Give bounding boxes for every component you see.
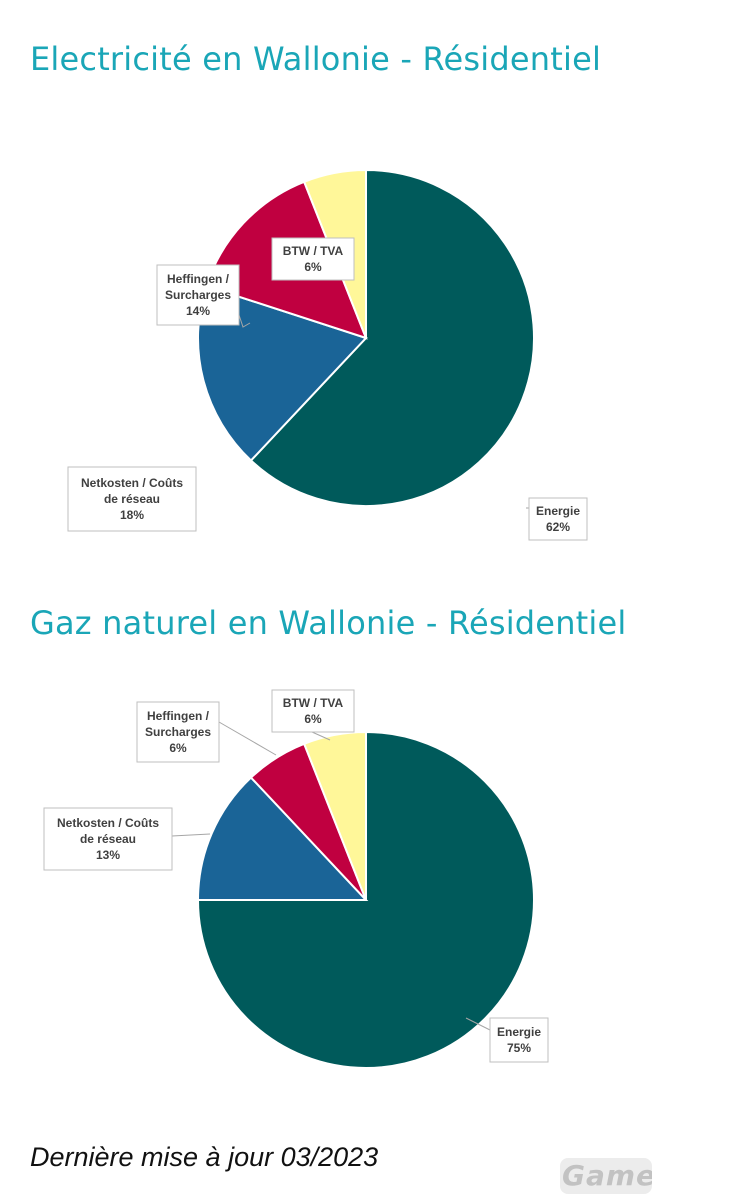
pie-slice-gas-energie — [196, 730, 535, 1069]
data-label-box-electricity-energie — [528, 497, 588, 541]
data-label-text-gas-netkosten: Netkosten / Coûts — [57, 816, 159, 830]
data-value-electricity-heffingen: 14% — [186, 304, 210, 318]
data-label-box-electricity-netkosten — [67, 466, 197, 532]
leader-line-gas-netkosten — [171, 833, 211, 837]
data-label-text-gas-energie: Energie — [497, 1025, 541, 1039]
watermark-logo: GamerZ — [560, 1158, 652, 1194]
data-label-text-electricity-heffingen: Surcharges — [165, 288, 231, 302]
data-label-text-gas-heffingen: Surcharges — [145, 725, 211, 739]
pie-chart-gas: Energie 75% Netkosten / Coûts de réseau 13% H… — [43, 689, 549, 1069]
data-label-text-electricity-btw: BTW / TVA — [283, 244, 344, 258]
chart-title-gas: Gaz naturel en Wallonie - Résidentiel — [30, 604, 627, 642]
data-value-gas-heffingen: 6% — [169, 741, 187, 755]
data-label-box-electricity-btw — [271, 237, 355, 281]
data-label-gas-energie: Energie 75% — [489, 1017, 549, 1063]
data-label-box-gas-btw — [271, 689, 355, 733]
watermark-text: GamerZ — [562, 1159, 652, 1192]
data-label-text-electricity-energie: Energie — [536, 504, 580, 518]
data-label-gas-netkosten: Netkosten / Coûts de réseau 13% — [43, 807, 173, 871]
data-label-gas-heffingen: Heffingen / Surcharges 6% — [136, 701, 220, 763]
data-label-electricity-netkosten: Netkosten / Coûts de réseau 18% — [67, 466, 197, 532]
data-label-box-gas-heffingen — [136, 701, 220, 763]
data-value-electricity-netkosten: 18% — [120, 508, 144, 522]
data-label-text-electricity-heffingen: Heffingen / — [167, 272, 230, 286]
data-value-gas-energie: 75% — [507, 1041, 531, 1055]
leader-line-gas-energie — [465, 1017, 491, 1031]
data-label-electricity-heffingen: Heffingen / Surcharges 14% — [156, 264, 240, 326]
chart-title-electricity: Electricité en Wallonie - Résidentiel — [30, 40, 602, 78]
data-value-electricity-btw: 6% — [304, 260, 322, 274]
last-update-note: Dernière mise à jour 03/2023 — [30, 1142, 379, 1172]
data-label-electricity-energie: Energie 62% — [528, 497, 588, 541]
data-label-box-electricity-heffingen — [156, 264, 240, 326]
pie-slice-gas-btw — [302, 730, 367, 901]
data-label-gas-btw: BTW / TVA 6% — [271, 689, 355, 733]
data-label-box-gas-netkosten — [43, 807, 173, 871]
pie-slice-electricity-energie — [249, 168, 535, 507]
leader-line-gas-heffingen — [218, 721, 277, 756]
data-value-gas-btw: 6% — [304, 712, 322, 726]
data-label-text-electricity-netkosten: Netkosten / Coûts — [81, 476, 183, 490]
data-label-text-gas-heffingen: Heffingen / — [147, 709, 210, 723]
leader-line-gas-btw — [311, 731, 331, 741]
pie-chart-electricity: Energie 62% Netkosten / Coûts de réseau 18% H… — [67, 168, 588, 541]
data-label-text-electricity-netkosten: de réseau — [104, 492, 160, 506]
data-value-gas-netkosten: 13% — [96, 848, 120, 862]
leader-line-electricity-heffingen — [238, 314, 251, 328]
data-label-text-gas-btw: BTW / TVA — [283, 696, 344, 710]
data-label-box-gas-energie — [489, 1017, 549, 1063]
data-value-electricity-energie: 62% — [546, 520, 570, 534]
data-label-electricity-btw: BTW / TVA 6% — [271, 237, 355, 281]
pie-slice-gas-netkosten — [196, 776, 369, 901]
data-label-text-gas-netkosten: de réseau — [80, 832, 136, 846]
